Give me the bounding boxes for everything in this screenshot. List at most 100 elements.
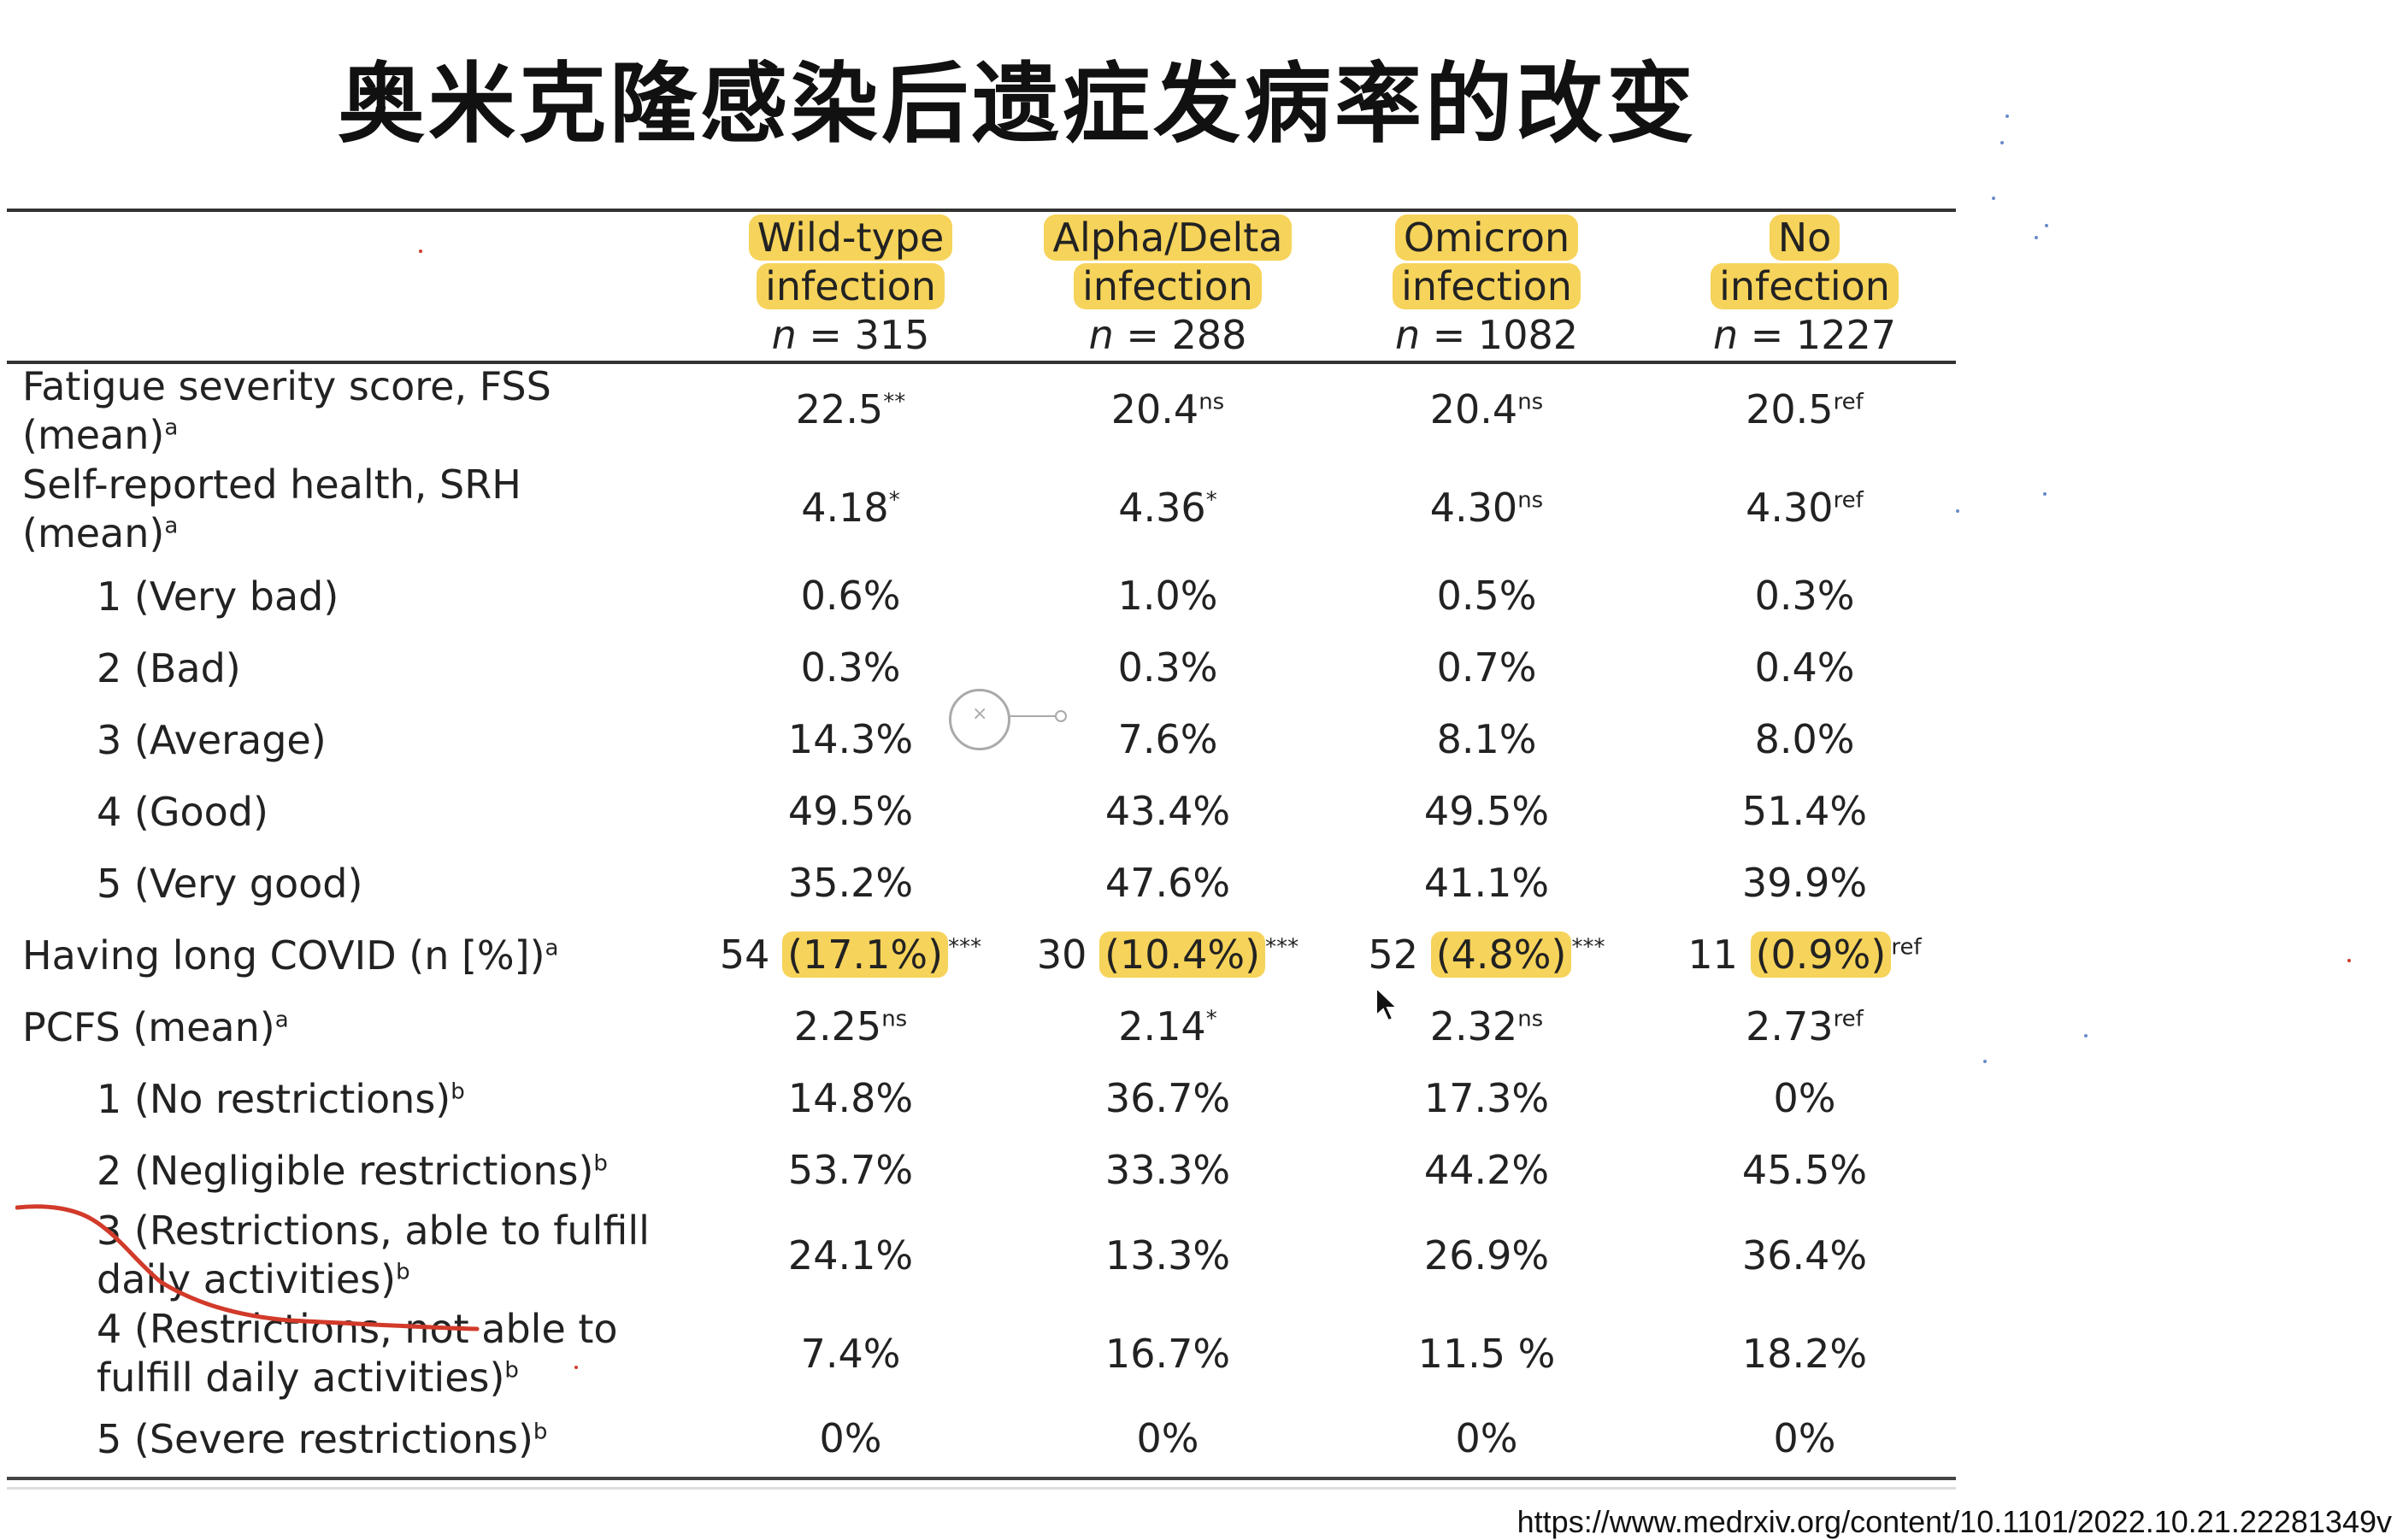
cell-sup: ns: [1198, 389, 1225, 415]
cell-value: 2.32: [1429, 1003, 1518, 1049]
table-cell: 4.18*: [697, 485, 1004, 531]
column-header-line2: infection: [1074, 263, 1262, 309]
table-header-rule: [7, 361, 1956, 364]
table-cell: 0%: [819, 1415, 882, 1461]
table-cell: 2.73ref: [1651, 1003, 1958, 1049]
table-top-rule: [7, 209, 1956, 212]
column-header-line1: Omicron: [1394, 215, 1579, 261]
table-cell: 4.30ref: [1651, 485, 1958, 531]
table-cell: 20.4ns: [1333, 386, 1640, 432]
table-cell: 24.1%: [787, 1232, 914, 1278]
table-cell: 7.6%: [1117, 716, 1218, 762]
noise-dot: [574, 1366, 578, 1369]
table-cell: 47.6%: [1104, 860, 1231, 906]
n-value: = 315: [796, 312, 930, 358]
annotation-pen-stroke: [15, 1204, 480, 1331]
column-header-omicron: Omicron infection n = 1082: [1333, 214, 1640, 360]
cell-percent: (17.1%): [782, 932, 949, 978]
table-cell: 8.0%: [1754, 716, 1855, 762]
table-cell: 53.7%: [787, 1147, 914, 1193]
source-url[interactable]: https://www.medrxiv.org/content/10.1101/…: [1517, 1504, 2392, 1539]
cell-value: 4.18: [801, 485, 889, 531]
table-cell: 43.4%: [1104, 788, 1231, 834]
cell-value: 20.5: [1746, 386, 1834, 432]
n-label: n: [1394, 312, 1421, 358]
row-label-sup: b: [396, 1259, 410, 1285]
table-cell: 2.25ns: [697, 1003, 1004, 1049]
table-cell: 8.1%: [1436, 716, 1537, 762]
cell-value: 20.4: [1429, 386, 1518, 432]
table-cell: 14.3%: [787, 716, 914, 762]
row-label-sup: b: [593, 1150, 608, 1177]
table-cell: 54 (17.1%) ***: [697, 932, 1004, 978]
table-cell: 17.3%: [1423, 1075, 1550, 1121]
row-label: 1 (Very bad): [97, 573, 339, 620]
table-cell: 0.3%: [1117, 644, 1218, 691]
table-bottom-rule: [7, 1477, 1956, 1480]
mouse-cursor-icon: [1375, 986, 1399, 1022]
table-cell: 45.5%: [1741, 1147, 1868, 1193]
row-label: 2 (Bad): [97, 645, 241, 691]
table-cell: 36.4%: [1741, 1232, 1868, 1278]
table-cell: 22.5**: [697, 386, 1004, 432]
n-value: = 1227: [1738, 312, 1896, 358]
table-cell: 44.2%: [1423, 1147, 1550, 1193]
row-label: 3 (Restrictions, able to fulfill daily a…: [97, 1207, 746, 1304]
cell-sup: ns: [1517, 1006, 1544, 1032]
table-cell: 26.9%: [1423, 1232, 1550, 1278]
row-label: 2 (Negligible restrictions)b: [97, 1147, 746, 1196]
column-header-line2: infection: [1711, 263, 1899, 309]
noise-dot: [2043, 492, 2047, 496]
noise-dot: [2347, 959, 2351, 962]
row-label-text: 2 (Negligible restrictions): [97, 1148, 594, 1194]
row-label-line1: 4 (Restrictions, not able to: [97, 1306, 618, 1352]
row-label-sup: b: [533, 1419, 548, 1445]
cell-sup: *: [1205, 1006, 1217, 1032]
column-header-line1: Wild-type: [748, 215, 953, 261]
row-label-line2: daily activities): [97, 1256, 397, 1302]
row-label-sup: a: [164, 414, 179, 441]
cell-count: 30: [1036, 932, 1087, 978]
table-cell: 4.36*: [1014, 485, 1322, 531]
table-cell: 51.4%: [1741, 788, 1868, 834]
cell-value: 2.73: [1746, 1003, 1834, 1049]
row-label-sup: b: [451, 1079, 465, 1105]
laser-pointer-target-icon[interactable]: ×: [949, 689, 1010, 750]
pointer-handle-icon[interactable]: [1055, 710, 1067, 722]
table-cell: 35.2%: [787, 860, 914, 906]
column-header-line2: infection: [1393, 263, 1581, 309]
table-cell: 20.5ref: [1651, 386, 1958, 432]
table-bottom-shadow: [7, 1487, 1956, 1490]
cell-sup: *: [1205, 487, 1217, 514]
cell-sup: ref: [1891, 934, 1922, 961]
table-cell: 13.3%: [1104, 1232, 1231, 1278]
row-label: PCFS (mean)a: [22, 1003, 672, 1052]
cell-value: 2.25: [793, 1003, 882, 1049]
table-cell: 0.5%: [1436, 573, 1537, 619]
n-label: n: [1088, 312, 1114, 358]
table-cell: 0.7%: [1436, 644, 1537, 691]
table-cell: 0.3%: [1754, 573, 1855, 619]
cell-sup: ref: [1833, 1006, 1864, 1032]
cell-value: 20.4: [1110, 386, 1199, 432]
column-header-line2: infection: [757, 263, 945, 309]
table-cell: 14.8%: [787, 1075, 914, 1121]
slide-title: 奥米克隆感染后遗症发病率的改变: [338, 54, 1697, 156]
column-header-line1: Alpha/Delta: [1044, 215, 1292, 261]
cell-sup: *: [888, 487, 900, 514]
cell-percent: (0.9%): [1750, 932, 1892, 978]
table-cell: 36.7%: [1104, 1075, 1231, 1121]
table-cell: 0.4%: [1754, 644, 1855, 691]
table-cell: 52 (4.8%) ***: [1333, 932, 1640, 978]
row-label-sup: a: [164, 513, 179, 539]
row-label-text: Having long COVID (n [%]): [22, 932, 545, 979]
table-cell: 49.5%: [1423, 788, 1550, 834]
row-label-line2: (mean): [22, 412, 165, 458]
noise-dot: [1983, 1060, 1987, 1063]
row-label: 3 (Average): [97, 717, 327, 763]
table-cell: 0%: [1773, 1415, 1836, 1461]
row-label: Having long COVID (n [%])a: [22, 932, 672, 980]
noise-dot: [1992, 197, 1995, 200]
cell-value: 22.5: [795, 386, 884, 432]
